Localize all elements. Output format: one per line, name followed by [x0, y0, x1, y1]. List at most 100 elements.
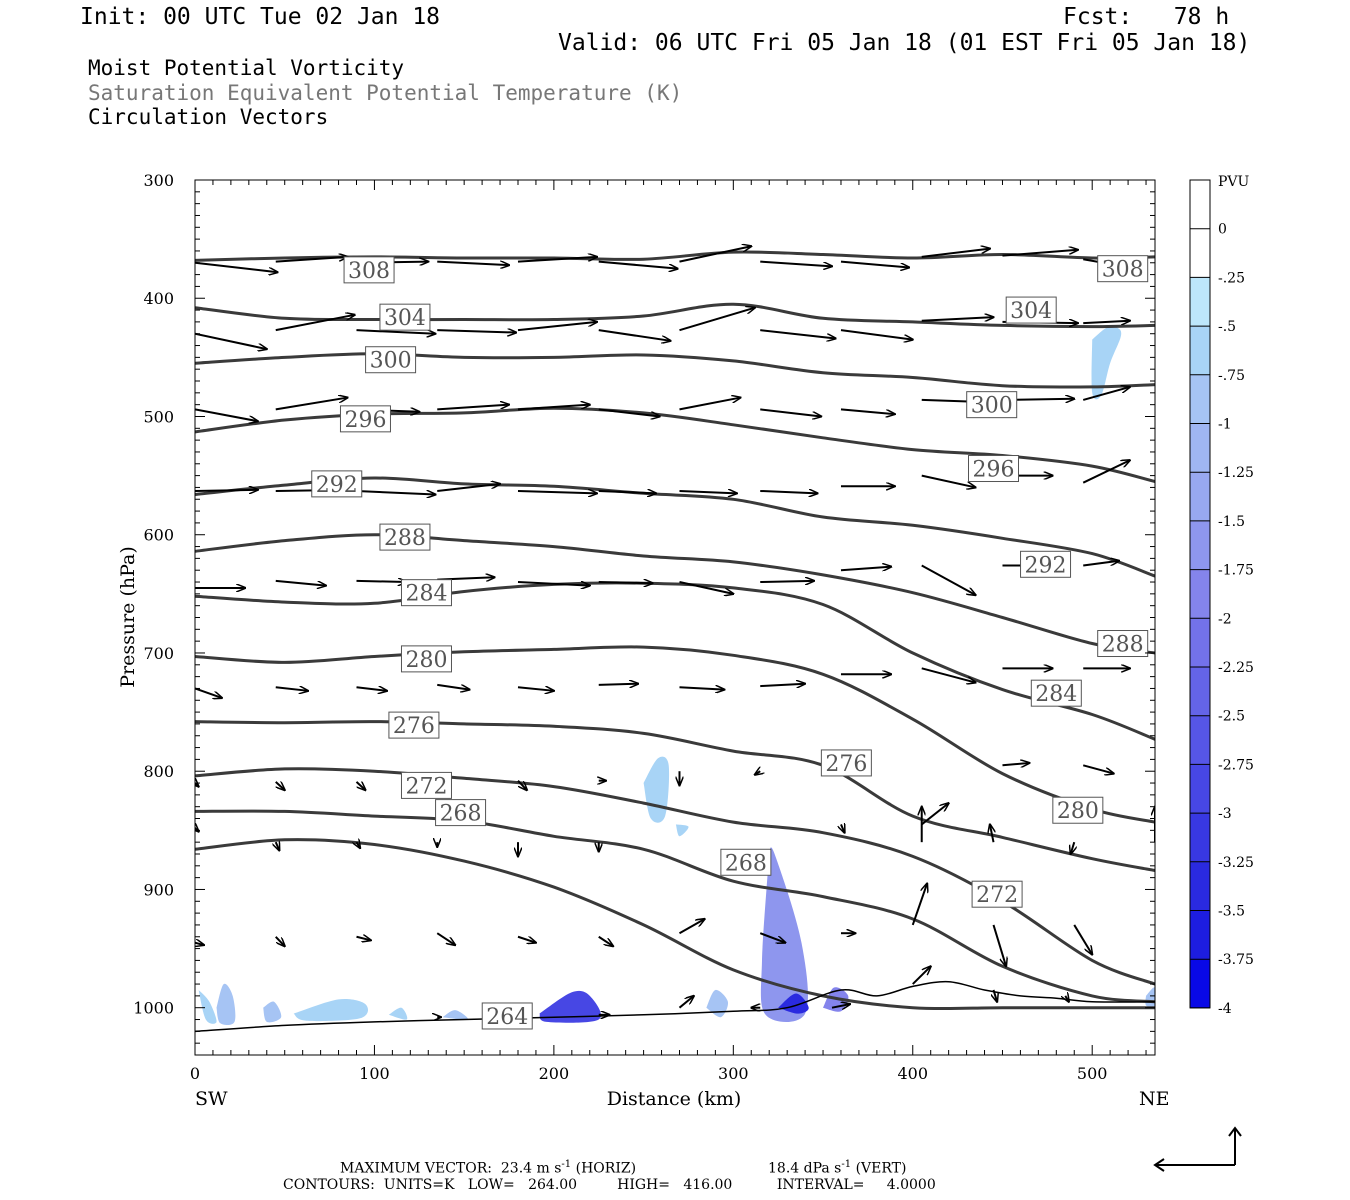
contour-label-288: 288: [1102, 633, 1144, 658]
circulation-vector: [841, 824, 845, 832]
horiz-unit-exponent: -1: [561, 1159, 572, 1170]
circulation-vector: [598, 329, 671, 341]
circulation-vector: [760, 684, 805, 686]
contour-label-276: 276: [393, 714, 435, 739]
colorbar-label: -2.5: [1218, 709, 1245, 725]
colorbar-cell: [1190, 520, 1210, 570]
circulation-vector: [517, 935, 536, 943]
isentrope-264: [195, 838, 1155, 1011]
isentrope-280: [195, 645, 1155, 824]
colorbar-unit: PVU: [1218, 174, 1250, 190]
circulation-vector: [921, 317, 994, 322]
circulation-vector: [275, 687, 308, 691]
colorbar-label: -3: [1218, 806, 1232, 822]
contour-label-box: [966, 391, 1018, 419]
pv-region: [706, 989, 729, 1018]
contour-label-box: [379, 523, 431, 551]
circulation-vector: [921, 474, 976, 488]
circulation-vector: [921, 249, 990, 258]
isentrope-272: [195, 767, 1155, 986]
y-axis-title: Pressure (hPa): [117, 546, 139, 688]
circulation-vector: [679, 398, 740, 411]
contour-label-272: 272: [976, 883, 1018, 908]
pv-region: [216, 983, 236, 1026]
contour-label-284: 284: [1035, 682, 1077, 707]
colorbar-label: -1.5: [1218, 514, 1245, 530]
reference-vector-icon: [1153, 1126, 1242, 1172]
circulation-vector: [994, 989, 998, 1002]
circulation-vector: [517, 257, 597, 263]
circulation-vector: [598, 491, 656, 493]
colorbar-cell: [1190, 861, 1210, 911]
pv-region: [675, 824, 689, 837]
colorbar: 0 -.25 -.5 -.75 -1 -1.25 -1.5 -1.75 -2 -2.25 -2.5 -…: [1189, 179, 1254, 1017]
isentrope-contours: [195, 250, 1155, 1033]
contour-label-288: 288: [384, 526, 426, 551]
circulation-vector: [356, 937, 370, 941]
colorbar-label: 0: [1218, 222, 1227, 238]
circulation-vector: [195, 943, 204, 945]
colorbar-label: -2.25: [1218, 660, 1254, 676]
circulation-vector: [517, 491, 597, 493]
circulation-vector: [517, 405, 590, 411]
axis-ticks: 0 100 200 300 400 500 300 400 500 600 700 800 900 100…: [133, 171, 1155, 1083]
contour-label-272: 272: [405, 774, 447, 799]
contour-labels: 308 308 304 304 300 300 296 296 292 292 288 288 284 2…: [311, 255, 1149, 1030]
circulation-vector: [755, 771, 760, 775]
colorbar-label: -.75: [1218, 368, 1245, 384]
colorbar-cell: [1190, 569, 1210, 619]
pv-region: [643, 756, 670, 823]
x-axis-title: Distance (km): [607, 1088, 742, 1110]
circulation-vector: [437, 683, 469, 690]
y-tick-label: 400: [143, 289, 174, 308]
contour-label-308: 308: [348, 259, 390, 284]
contour-label-box: [343, 256, 395, 284]
y-tick-label: 600: [143, 526, 174, 545]
contour-label-box: [720, 848, 772, 876]
circulation-vector: [275, 936, 285, 946]
pv-shading: [198, 326, 1155, 1026]
pv-region: [388, 1007, 408, 1020]
circulation-vector: [436, 932, 455, 945]
circulation-vector: [911, 884, 927, 926]
field-title-pv: Moist Potential Vorticity: [88, 56, 405, 80]
circulation-vector: [517, 779, 527, 790]
pv-region: [760, 847, 808, 1023]
isentrope-284: [195, 581, 1155, 741]
footer-max-vector: MAXIMUM VECTOR: 23.4 m s-1 (HORIZ): [340, 1160, 636, 1176]
contour-label-296: 296: [344, 408, 386, 433]
circulation-vector: [840, 329, 913, 339]
circulation-vector: [195, 332, 267, 349]
colorbar-cell: [1190, 959, 1210, 1008]
colorbar-label: -2.75: [1218, 757, 1254, 773]
contour-label-264: 264: [486, 1005, 528, 1030]
circulation-vector: [356, 581, 406, 582]
contour-label-box: [1097, 630, 1149, 658]
circulation-vector: [759, 932, 785, 942]
circulation-vector: [921, 564, 976, 595]
x-tick-label: 100: [359, 1064, 390, 1083]
valid-time: Valid: 06 UTC Fri 05 Jan 18 (01 EST Fri …: [558, 30, 1251, 56]
x-tick-label: 200: [539, 1064, 570, 1083]
circulation-vector: [598, 582, 653, 583]
colorbar-cell: [1190, 277, 1210, 327]
circulation-vector: [598, 684, 638, 685]
pv-region: [198, 990, 217, 1024]
colorbar-cell: [1190, 910, 1210, 960]
max-vector-horiz-value: MAXIMUM VECTOR: 23.4 m s: [340, 1160, 562, 1177]
colorbar-cell: [1190, 180, 1210, 229]
circulation-vector: [1082, 460, 1130, 484]
colorbar-cell: [1190, 667, 1210, 716]
contour-label-300: 300: [971, 394, 1013, 419]
contour-label-box: [365, 346, 417, 374]
circulation-vector: [760, 260, 832, 267]
x-left-label-sw: SW: [195, 1088, 228, 1110]
circulation-vector: [1002, 250, 1077, 257]
y-tick-label: 800: [143, 762, 174, 781]
circulation-vector: [679, 491, 736, 493]
circulation-vector: [1082, 764, 1114, 773]
circulation-vector: [1071, 841, 1075, 854]
colorbar-label: -1.25: [1218, 465, 1254, 481]
circulation-vector: [992, 924, 1007, 966]
